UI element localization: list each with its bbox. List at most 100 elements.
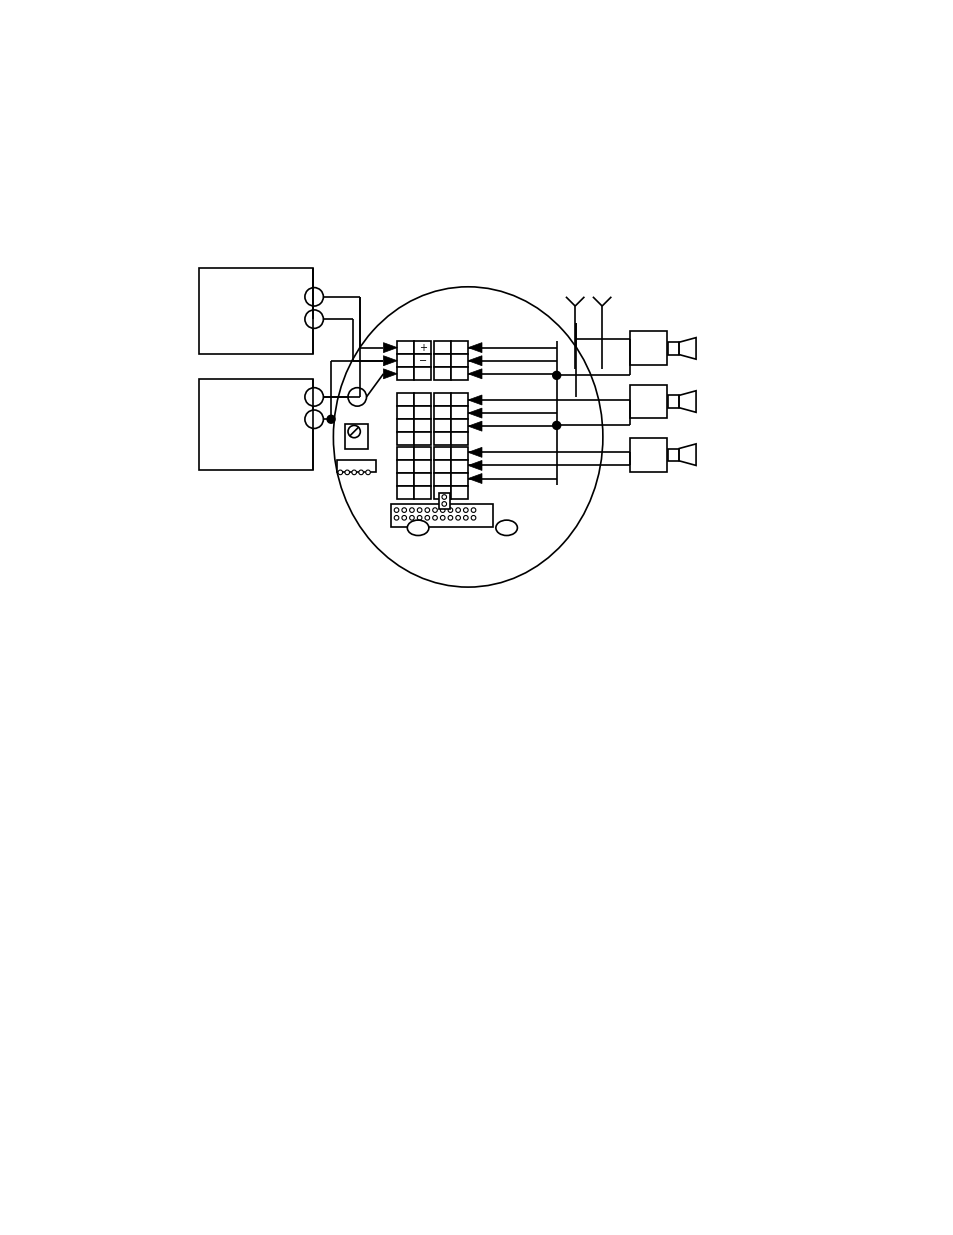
Bar	[414, 367, 431, 380]
Bar	[414, 447, 431, 461]
Bar	[414, 432, 431, 446]
Polygon shape	[468, 395, 481, 405]
Circle shape	[441, 501, 446, 506]
Circle shape	[409, 515, 414, 520]
Circle shape	[425, 515, 429, 520]
Bar	[668, 395, 679, 408]
Circle shape	[327, 415, 335, 424]
Polygon shape	[468, 342, 481, 353]
Circle shape	[552, 372, 560, 379]
Bar	[396, 353, 414, 367]
Circle shape	[365, 471, 370, 474]
Bar	[396, 393, 414, 406]
Bar	[396, 341, 414, 353]
Bar	[414, 353, 431, 367]
Polygon shape	[679, 390, 696, 412]
Bar	[668, 342, 679, 354]
Bar	[629, 384, 666, 419]
Bar	[396, 432, 414, 446]
Bar	[451, 473, 468, 487]
Bar	[629, 331, 666, 366]
Circle shape	[471, 508, 476, 513]
Bar	[438, 493, 449, 509]
Bar	[434, 487, 451, 499]
Bar	[451, 432, 468, 446]
Circle shape	[448, 515, 453, 520]
Circle shape	[305, 288, 323, 306]
Bar	[414, 487, 431, 499]
Bar	[396, 487, 414, 499]
Circle shape	[441, 495, 446, 499]
Bar	[396, 461, 414, 473]
Polygon shape	[468, 356, 481, 366]
Bar	[414, 341, 431, 353]
Text: −: −	[418, 356, 426, 366]
Bar	[434, 461, 451, 473]
Circle shape	[337, 471, 342, 474]
Bar	[414, 473, 431, 487]
Circle shape	[305, 388, 323, 406]
Circle shape	[552, 421, 560, 430]
Circle shape	[358, 471, 363, 474]
Bar	[414, 406, 431, 419]
Polygon shape	[679, 443, 696, 466]
Polygon shape	[468, 473, 481, 484]
Polygon shape	[383, 342, 396, 353]
Circle shape	[463, 508, 468, 513]
Circle shape	[416, 515, 421, 520]
Bar	[451, 487, 468, 499]
Circle shape	[433, 508, 436, 513]
Polygon shape	[383, 356, 396, 366]
Circle shape	[440, 508, 444, 513]
Ellipse shape	[407, 520, 429, 536]
Circle shape	[305, 310, 323, 329]
Text: +: +	[418, 342, 426, 353]
Circle shape	[305, 410, 323, 429]
Bar	[391, 504, 493, 527]
Bar	[434, 393, 451, 406]
Bar	[434, 406, 451, 419]
Polygon shape	[468, 421, 481, 431]
Bar	[451, 406, 468, 419]
Ellipse shape	[333, 287, 602, 587]
Circle shape	[425, 508, 429, 513]
Circle shape	[433, 515, 436, 520]
Bar	[396, 419, 414, 432]
Bar	[396, 447, 414, 461]
Circle shape	[345, 471, 349, 474]
Bar	[414, 419, 431, 432]
Bar	[668, 448, 679, 461]
Bar	[451, 353, 468, 367]
Bar	[198, 379, 313, 471]
Circle shape	[401, 515, 406, 520]
Polygon shape	[468, 408, 481, 419]
Circle shape	[394, 508, 398, 513]
Circle shape	[348, 388, 366, 406]
Bar	[451, 367, 468, 380]
Circle shape	[416, 508, 421, 513]
Bar	[451, 461, 468, 473]
Bar	[198, 268, 313, 353]
Ellipse shape	[496, 520, 517, 536]
Bar	[414, 393, 431, 406]
Circle shape	[456, 508, 460, 513]
Bar	[434, 432, 451, 446]
Bar	[396, 406, 414, 419]
Polygon shape	[468, 461, 481, 471]
Polygon shape	[383, 369, 396, 379]
Bar	[451, 393, 468, 406]
Bar	[451, 341, 468, 353]
Circle shape	[463, 515, 468, 520]
Bar	[434, 353, 451, 367]
Circle shape	[456, 515, 460, 520]
Bar	[434, 367, 451, 380]
Circle shape	[440, 515, 444, 520]
Bar	[396, 367, 414, 380]
Circle shape	[401, 508, 406, 513]
Bar	[451, 419, 468, 432]
Bar	[629, 437, 666, 472]
Circle shape	[352, 471, 356, 474]
Polygon shape	[468, 447, 481, 457]
Bar	[434, 473, 451, 487]
Bar	[414, 461, 431, 473]
